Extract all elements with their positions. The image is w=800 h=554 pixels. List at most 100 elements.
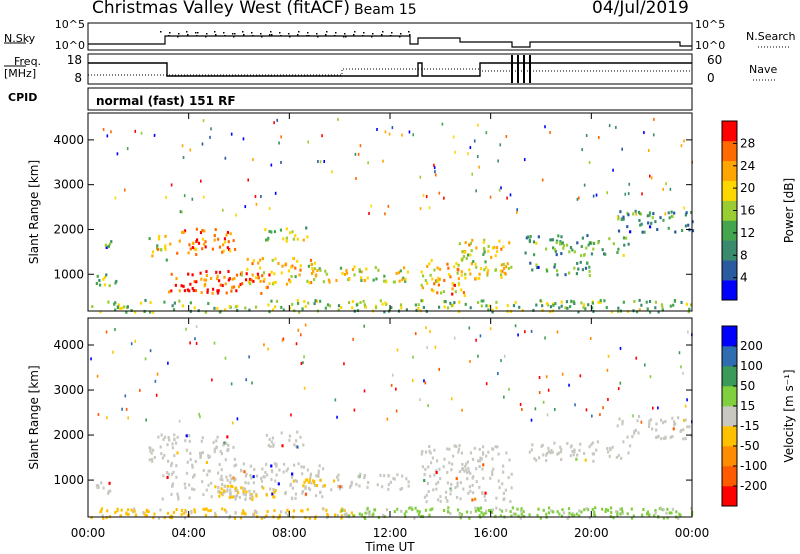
velocity-cell xyxy=(229,484,232,488)
ground-scatter-cell xyxy=(451,462,454,466)
velocity-cell xyxy=(429,508,432,512)
ground-scatter-cell xyxy=(202,493,205,497)
power-cell xyxy=(364,305,367,309)
ground-scatter-cell xyxy=(267,444,270,448)
nsky-point xyxy=(178,33,180,35)
power-cell xyxy=(568,250,571,254)
power-cell xyxy=(588,269,591,273)
power-cell xyxy=(189,247,192,251)
velocity-cell xyxy=(126,508,130,512)
power-cell xyxy=(483,268,486,272)
ground-scatter-cell xyxy=(455,477,458,481)
power-noise-cell xyxy=(628,182,631,186)
power-cell xyxy=(205,274,208,278)
power-cell xyxy=(149,300,152,304)
ground-scatter-cell xyxy=(216,471,220,475)
power-cell xyxy=(501,269,504,273)
power-cell xyxy=(591,301,594,305)
ground-scatter-cell xyxy=(291,472,294,476)
ground-scatter-cell xyxy=(467,469,471,473)
power-noise-cell xyxy=(475,189,477,193)
velocity-noise-cell xyxy=(514,324,517,328)
velocity-cell xyxy=(615,509,618,513)
nave-label: Nave xyxy=(749,63,778,76)
power-cell xyxy=(210,276,213,280)
velocity-noise-cell xyxy=(334,398,337,402)
velocity-cell xyxy=(522,514,526,518)
velocity-noise-cell xyxy=(124,394,127,398)
ground-scatter-cell xyxy=(253,468,256,472)
velocity-cell xyxy=(587,508,590,512)
power-cell xyxy=(430,288,433,292)
ground-scatter-cell xyxy=(290,475,294,479)
velocity-noise-cell xyxy=(503,354,506,358)
power-cell xyxy=(180,284,183,288)
ground-scatter-cell xyxy=(173,454,176,458)
power-cell xyxy=(495,246,499,250)
velocity-cell xyxy=(646,510,649,514)
power-cell xyxy=(565,300,569,304)
power-cell xyxy=(96,274,99,278)
ground-scatter-cell xyxy=(432,488,435,492)
power-noise-cell xyxy=(505,134,508,138)
ground-scatter-cell xyxy=(170,464,173,468)
ground-scatter-cell xyxy=(248,496,252,500)
power-cell xyxy=(462,291,466,295)
ground-scatter-cell xyxy=(363,473,366,477)
nsky-panel-frame xyxy=(87,22,693,51)
power-cell xyxy=(577,310,580,314)
power-cell xyxy=(417,306,420,310)
velocity-noise-cell xyxy=(231,421,234,425)
power-noise-cell xyxy=(500,186,502,190)
power-cell xyxy=(271,308,275,312)
power-cell xyxy=(306,279,309,283)
ground-scatter-cell xyxy=(542,453,545,457)
velocity-cell xyxy=(286,513,290,517)
ground-scatter-cell xyxy=(149,449,152,453)
power-cell xyxy=(181,304,185,308)
velocity-cell xyxy=(659,506,662,510)
ground-scatter-cell xyxy=(338,487,341,491)
power-cell xyxy=(392,280,395,284)
power-noise-cell xyxy=(384,130,387,134)
ground-scatter-cell xyxy=(229,480,232,484)
power-cell xyxy=(239,282,242,286)
ground-scatter-cell xyxy=(431,456,434,460)
power-cell xyxy=(454,290,457,294)
nsky-point xyxy=(306,35,308,37)
power-cell xyxy=(379,299,382,303)
beam-label: Beam 15 xyxy=(354,2,417,18)
velocity-noise-cell xyxy=(304,323,307,327)
velocity-cell xyxy=(341,509,344,513)
velocity-cell xyxy=(302,484,305,488)
power-cell xyxy=(400,306,403,310)
ground-scatter-cell xyxy=(176,492,179,496)
power-cell xyxy=(461,250,464,254)
power-cell xyxy=(340,306,343,310)
ground-scatter-cell xyxy=(507,476,510,480)
power-cell xyxy=(617,229,621,233)
power-cell xyxy=(469,253,472,257)
power-cell xyxy=(274,257,277,261)
velocity-noise-cell xyxy=(224,356,227,360)
power-cell xyxy=(261,274,264,278)
velocity-cell xyxy=(666,507,669,511)
velocity-noise-cell xyxy=(112,350,114,354)
power-cell xyxy=(560,242,563,246)
ground-scatter-cell xyxy=(200,439,203,443)
power-cell xyxy=(251,273,254,277)
velocity-noise-cell xyxy=(497,371,499,375)
velocity-cell xyxy=(172,510,176,514)
ground-scatter-cell xyxy=(407,484,410,488)
ground-scatter-cell xyxy=(270,464,273,468)
power-noise-cell xyxy=(473,139,476,143)
velocity-cell xyxy=(609,514,612,518)
power-noise-cell xyxy=(419,207,422,211)
nsky-point xyxy=(271,34,273,36)
velocity-cell xyxy=(277,516,280,520)
power-cell xyxy=(284,262,288,266)
power-colorbar-label: 12 xyxy=(740,226,755,240)
power-ytick-label: 2000 xyxy=(53,222,84,236)
power-cell xyxy=(639,223,642,227)
